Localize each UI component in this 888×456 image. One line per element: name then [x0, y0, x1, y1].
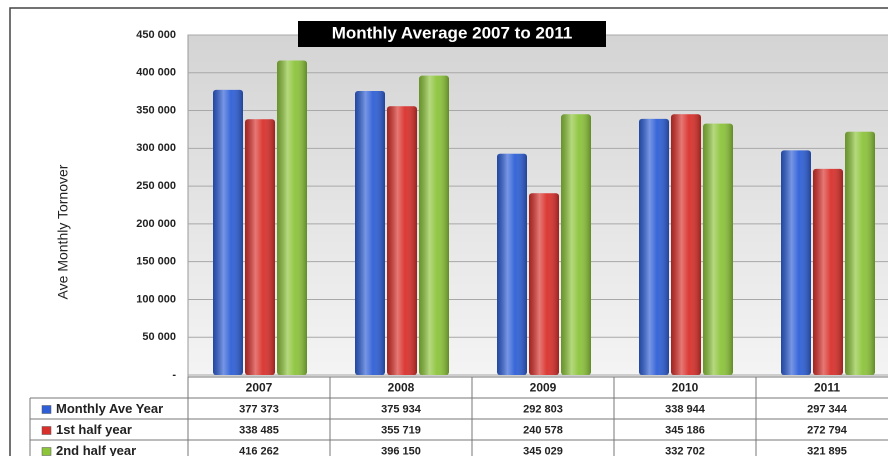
table-value: 377 373: [239, 403, 279, 415]
table-value: 272 794: [807, 424, 848, 436]
table-value: 338 485: [239, 424, 279, 436]
bar-group: [387, 106, 417, 376]
table-value: 345 186: [665, 424, 705, 436]
legend-label: Monthly Ave Year: [56, 401, 163, 416]
bars: [188, 34, 888, 376]
bar-shine: [781, 150, 811, 375]
bar-group: [529, 193, 559, 375]
bar-shine: [561, 114, 591, 375]
table-value: 375 934: [381, 403, 422, 415]
table-value: 292 803: [523, 403, 563, 415]
bar-group: [671, 114, 701, 375]
y-tick-label: 450 000: [136, 29, 176, 41]
y-tick-label: 100 000: [136, 293, 176, 305]
bar-shine: [497, 153, 527, 375]
bar-group: [497, 153, 527, 375]
chart-title: Monthly Average 2007 to 2011: [332, 23, 573, 42]
title-box: [298, 21, 606, 47]
y-tick-label: 50 000: [142, 331, 176, 343]
y-tick-label: -: [172, 369, 176, 381]
x-tick-label: 2011: [814, 381, 840, 395]
legend-swatch: [41, 447, 52, 456]
x-tick-label: 2010: [672, 381, 699, 395]
y-tick-label: 350 000: [136, 104, 176, 116]
bar-group: [639, 118, 669, 375]
bar-shine: [845, 131, 875, 375]
table-value: 345 029: [523, 445, 563, 456]
bar-shine: [671, 114, 701, 375]
table-value: 297 344: [807, 403, 848, 415]
bar-group: [277, 60, 307, 375]
bar-shine: [387, 106, 417, 376]
bar-group: [561, 114, 591, 375]
table-value: 240 578: [523, 424, 563, 436]
x-tick-label: 2007: [246, 381, 273, 395]
bar-group: [703, 123, 733, 375]
table-value: 332 702: [665, 445, 705, 456]
bar-shine: [639, 118, 669, 375]
legend-swatch: [41, 405, 52, 414]
bar-shine: [419, 75, 449, 375]
x-tick-label: 2009: [530, 381, 557, 395]
legend-label: 1st half year: [56, 422, 132, 437]
y-tick-label: 200 000: [136, 218, 176, 230]
y-axis-label: Ave Monthly Tornover: [55, 164, 71, 299]
table-value: 338 944: [665, 403, 706, 415]
table-value: 321 895: [807, 445, 847, 456]
x-tick-label: 2008: [388, 381, 415, 395]
y-tick-label: 300 000: [136, 142, 176, 154]
bar-shine: [213, 89, 243, 376]
y-tick-label: 400 000: [136, 67, 176, 79]
bar-group: [813, 168, 843, 375]
bar-shine: [355, 90, 385, 376]
y-tick-label: 250 000: [136, 180, 176, 192]
bar-group: [213, 89, 243, 376]
bar-shine: [813, 168, 843, 375]
bar-shine: [277, 60, 307, 375]
table-value: 396 150: [381, 445, 421, 456]
legend-label: 2nd half year: [56, 443, 136, 456]
bar-shine: [703, 123, 733, 375]
table-value: 416 262: [239, 445, 279, 456]
bar-group: [245, 119, 275, 376]
y-tick-label: 150 000: [136, 256, 176, 268]
legend-swatch: [41, 426, 52, 435]
bar-shine: [529, 193, 559, 375]
bar-group: [355, 90, 385, 376]
table-value: 355 719: [381, 424, 421, 436]
bar-group: [845, 131, 875, 375]
bar-group: [781, 150, 811, 375]
bar-group: [419, 75, 449, 375]
bar-shine: [245, 119, 275, 376]
